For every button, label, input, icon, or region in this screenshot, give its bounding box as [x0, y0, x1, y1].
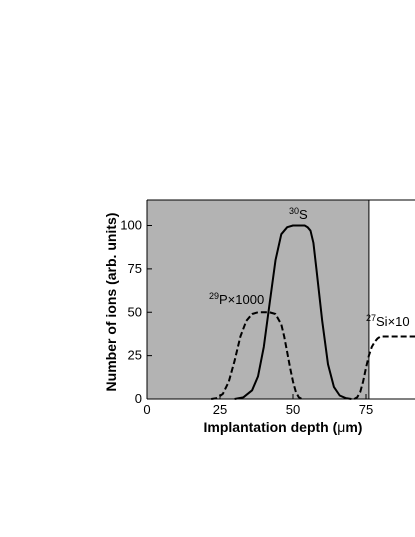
x-tick-label: 0: [143, 402, 150, 417]
y-axis-title: Number of ions (arb. units): [103, 213, 119, 392]
x-tick-label: 25: [213, 402, 227, 417]
y-tick-label: 75: [128, 261, 142, 276]
y-tick-label: 50: [128, 304, 142, 319]
annotation-27Si: 27Si×10: [366, 313, 410, 329]
x-tick-label: 50: [286, 402, 300, 417]
series-line-30S: [234, 224, 352, 400]
y-tick-label: 100: [120, 218, 142, 233]
y-tick-label: 25: [128, 348, 142, 363]
series-line-27Si10: [353, 335, 415, 400]
annotation-30S: 30S: [289, 206, 308, 222]
y-tick-label: 0: [135, 391, 142, 406]
series-line-29P1000: [211, 311, 303, 400]
annotation-29P: 29P×1000: [209, 291, 264, 307]
x-tick-label: 75: [359, 402, 373, 417]
shaded-region: [147, 200, 369, 399]
x-axis-title: Implantation depth (μm): [204, 419, 363, 435]
